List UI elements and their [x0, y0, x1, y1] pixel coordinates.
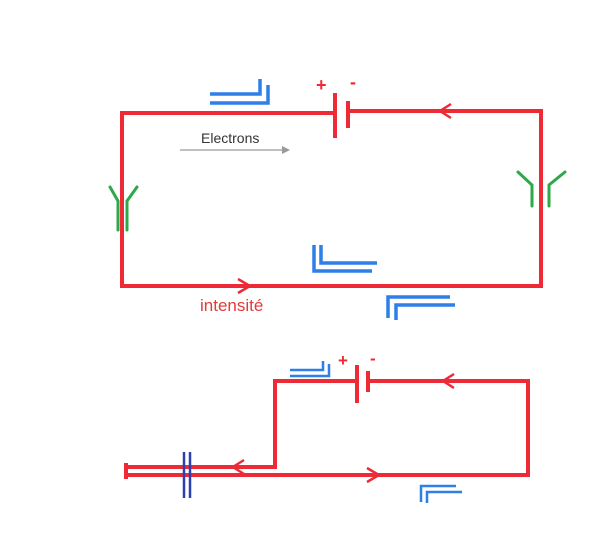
- top-circuit: + - Electrons intensité: [108, 72, 567, 320]
- intensity-label: intensité: [200, 296, 263, 315]
- charge-marker-center: [312, 245, 377, 273]
- bottom-circuit-wire: [126, 379, 530, 477]
- top-minus-sign: -: [350, 72, 356, 92]
- bottom-upper-arrow: [230, 458, 245, 476]
- left-electrode-icon: [108, 185, 139, 232]
- electrons-arrow: [180, 146, 290, 154]
- top-battery: [333, 93, 350, 138]
- bottom-electrode-icon: [182, 452, 192, 498]
- bottom-top-arrow: [440, 372, 455, 390]
- top-bottom-arrow: [237, 277, 253, 295]
- right-electrode-icon: [516, 170, 567, 208]
- bottom-minus-sign: -: [370, 349, 376, 368]
- bottom-battery: [355, 365, 370, 403]
- charge-marker-bottom-top: [290, 361, 331, 378]
- top-circuit-wire: [120, 109, 543, 288]
- bottom-lower-arrow: [366, 466, 382, 484]
- top-right-arrow: [437, 102, 452, 120]
- charge-marker-bottom-right: [386, 295, 455, 320]
- charge-marker-bottom-low: [419, 484, 462, 503]
- electrons-label: Electrons: [201, 130, 259, 146]
- charge-marker-top-left: [210, 79, 270, 105]
- top-plus-sign: +: [316, 75, 327, 95]
- bottom-plus-sign: +: [338, 351, 348, 370]
- bottom-circuit: + -: [124, 349, 530, 503]
